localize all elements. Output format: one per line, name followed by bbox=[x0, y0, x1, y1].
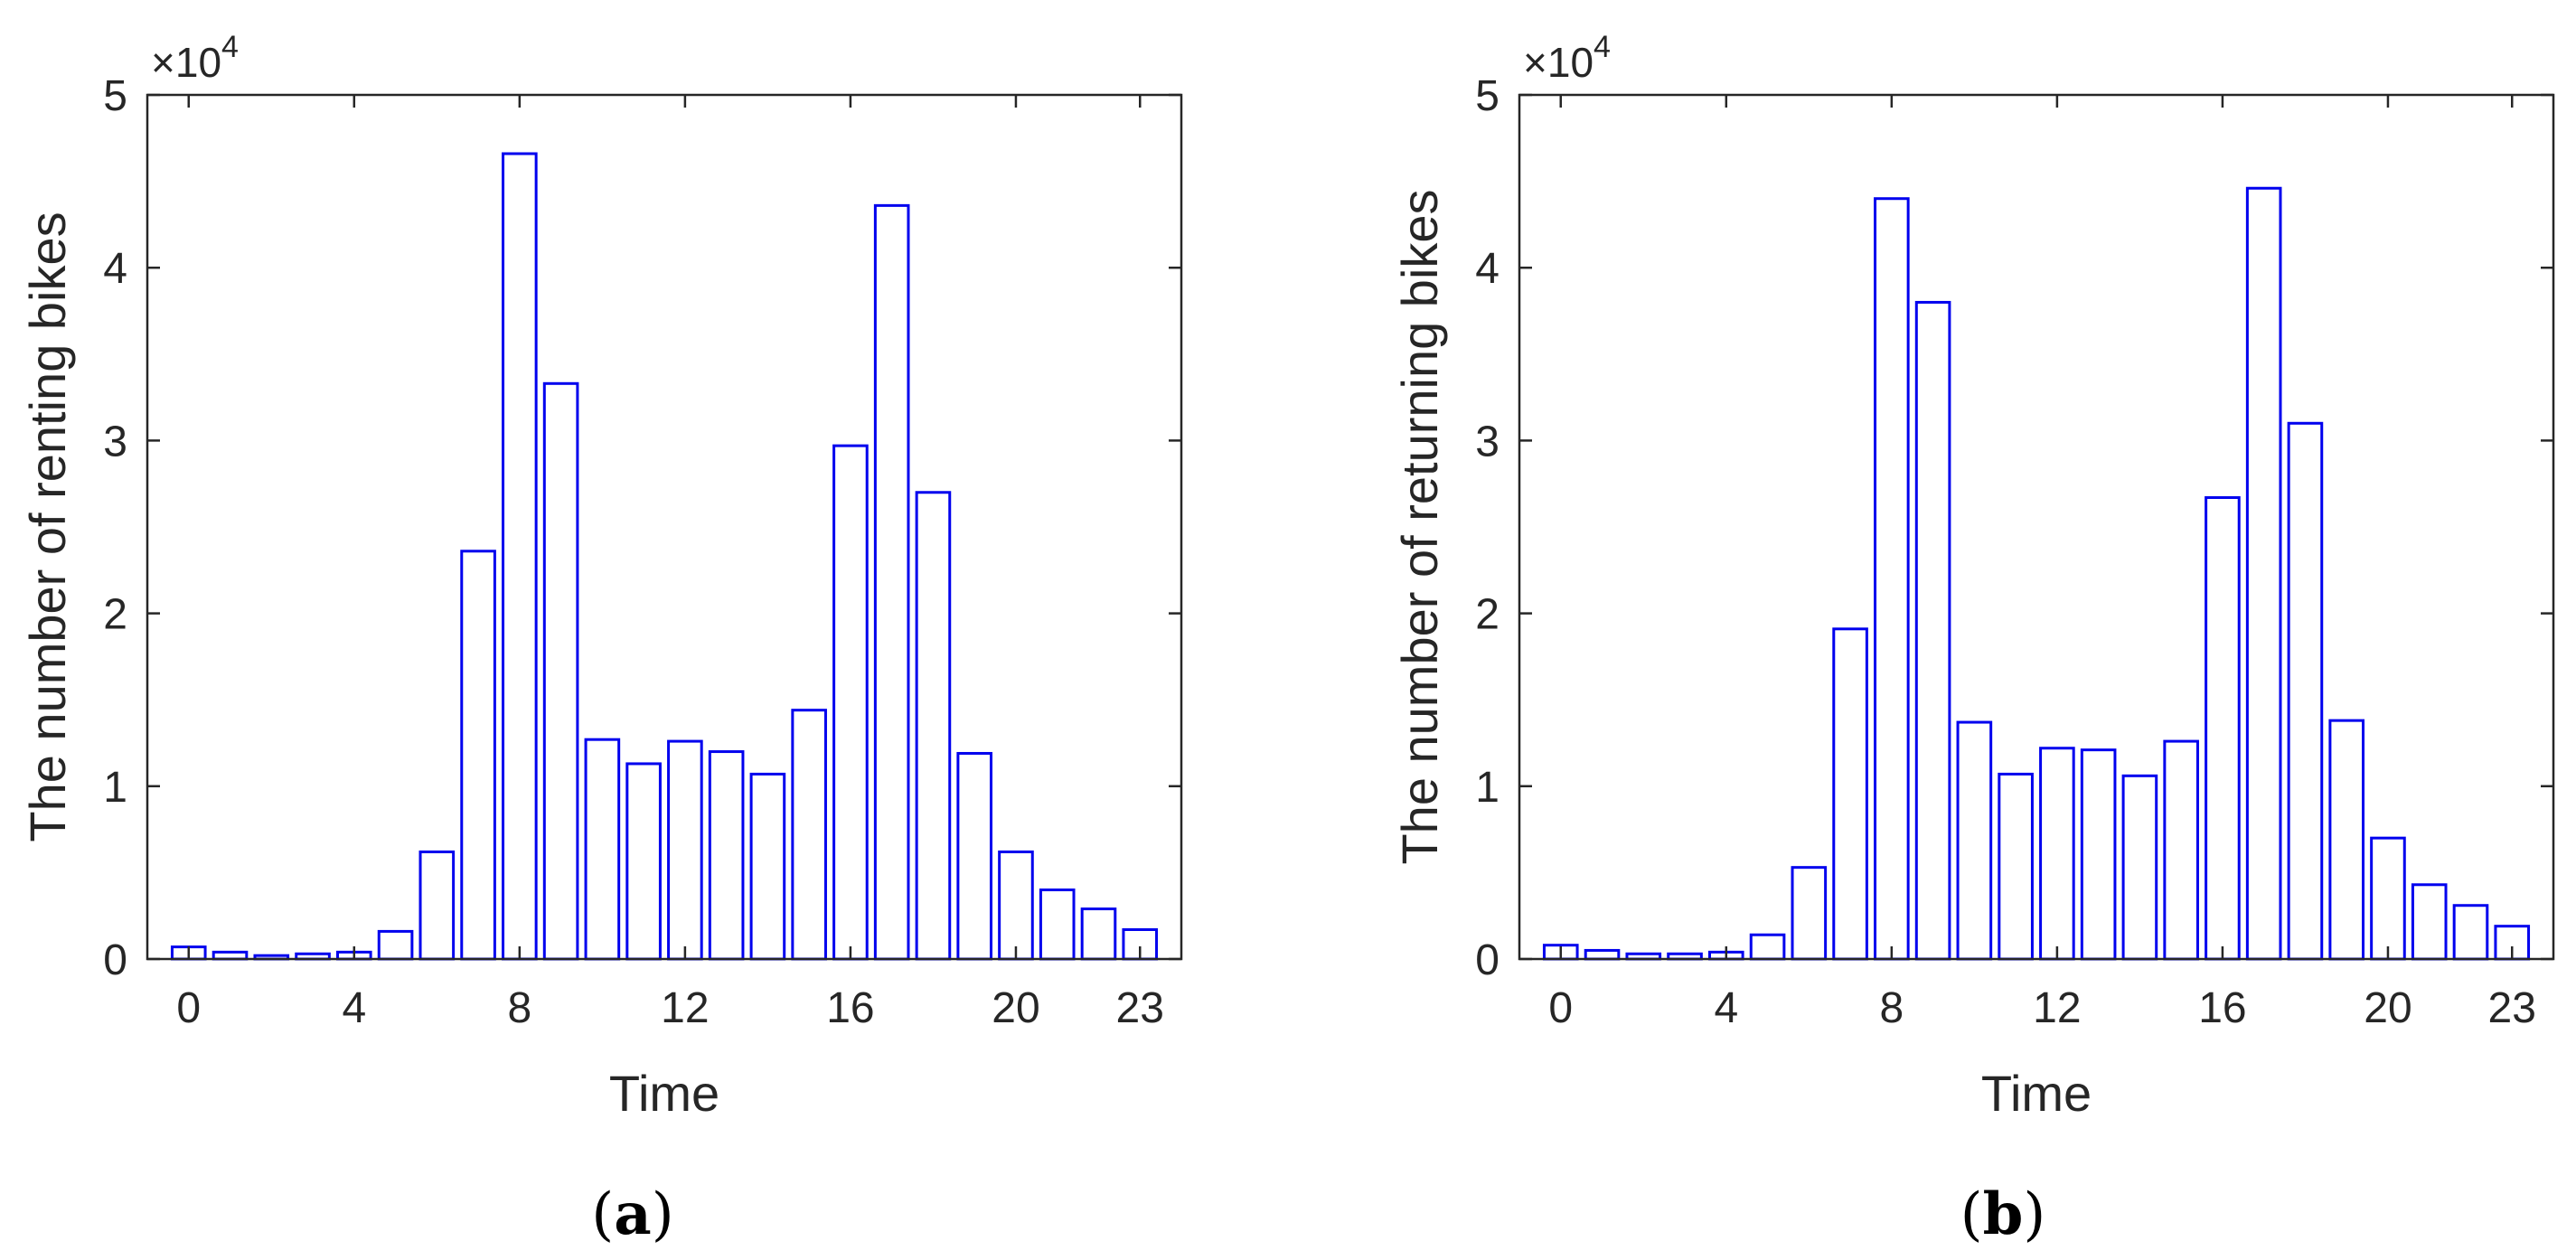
x-tick-label: 23 bbox=[2488, 984, 2536, 1032]
bar-11 bbox=[625, 762, 662, 961]
x-axis-title: Time bbox=[609, 1065, 719, 1122]
x-tick-label: 8 bbox=[507, 984, 531, 1032]
bar-16 bbox=[2205, 495, 2241, 961]
x-tick-label: 4 bbox=[1714, 984, 1738, 1032]
x-tick-label: 0 bbox=[176, 984, 201, 1032]
x-tick-label: 16 bbox=[826, 984, 874, 1032]
bar-7 bbox=[460, 550, 496, 961]
bar-21 bbox=[2411, 883, 2448, 961]
y-tick-label: 0 bbox=[1475, 936, 1500, 984]
caption-open-paren: ( bbox=[1960, 1181, 1983, 1248]
bar-9 bbox=[542, 381, 579, 961]
bar-9 bbox=[1914, 300, 1951, 961]
bar-13 bbox=[2080, 748, 2117, 961]
bar-6 bbox=[1791, 866, 1828, 961]
bar-13 bbox=[708, 750, 745, 961]
bar-1 bbox=[1584, 948, 1621, 961]
bar-12 bbox=[2039, 747, 2075, 961]
x-tick-label: 12 bbox=[2033, 984, 2081, 1032]
bar-17 bbox=[2245, 186, 2282, 961]
x-tick-label: 20 bbox=[2364, 984, 2411, 1032]
caption-close-paren: ) bbox=[652, 1181, 674, 1248]
bar-22 bbox=[1080, 907, 1117, 961]
x-tick-label: 8 bbox=[1879, 984, 1904, 1032]
y-tick-label: 3 bbox=[103, 418, 127, 465]
panel-caption: (b) bbox=[1960, 1180, 2046, 1248]
bar-22 bbox=[2452, 904, 2489, 961]
x-tick-label: 20 bbox=[992, 984, 1039, 1032]
y-tick-label: 1 bbox=[1475, 764, 1500, 812]
axes-box bbox=[1518, 93, 2555, 961]
y-tick-label: 4 bbox=[103, 245, 127, 293]
y-tick-label: 2 bbox=[1475, 591, 1500, 639]
y-exponent-label: ×104 bbox=[151, 30, 239, 86]
bar-6 bbox=[418, 850, 456, 961]
x-tick-label: 0 bbox=[1548, 984, 1573, 1032]
panel-caption: (a) bbox=[591, 1180, 673, 1248]
y-axis-title: The number of renting bikes bbox=[19, 212, 76, 842]
plot-area bbox=[147, 95, 1181, 959]
y-tick-label: 5 bbox=[103, 72, 127, 120]
y-tick-label: 0 bbox=[103, 936, 127, 984]
bar-15 bbox=[2163, 739, 2199, 961]
bar-16 bbox=[832, 444, 869, 961]
bar-8 bbox=[502, 152, 538, 961]
y-tick-label: 3 bbox=[1475, 418, 1500, 465]
caption-letter: a bbox=[614, 1180, 651, 1248]
bar-14 bbox=[2121, 774, 2158, 961]
bar-14 bbox=[749, 772, 786, 961]
bar-17 bbox=[873, 203, 910, 961]
caption-open-paren: ( bbox=[591, 1181, 614, 1248]
x-tick-label: 4 bbox=[342, 984, 366, 1032]
bar-19 bbox=[2328, 719, 2365, 961]
y-tick-label: 4 bbox=[1475, 245, 1500, 293]
x-tick-label: 16 bbox=[2198, 984, 2246, 1032]
y-exponent-power: 4 bbox=[1594, 30, 1611, 64]
axes-box bbox=[146, 93, 1183, 961]
x-tick-label: 23 bbox=[1116, 984, 1164, 1032]
y-exponent-power: 4 bbox=[221, 30, 239, 64]
bar-8 bbox=[1874, 197, 1910, 961]
bar-19 bbox=[956, 751, 993, 961]
y-tick-label: 1 bbox=[103, 764, 127, 812]
bar-10 bbox=[584, 738, 621, 961]
bar-7 bbox=[1832, 627, 1868, 961]
bar-5 bbox=[1749, 933, 1786, 961]
y-exponent-base: ×10 bbox=[1523, 39, 1594, 86]
bar-21 bbox=[1039, 889, 1076, 961]
caption-close-paren: ) bbox=[2023, 1181, 2045, 1248]
bar-10 bbox=[1956, 720, 1993, 961]
y-exponent-base: ×10 bbox=[151, 39, 221, 86]
plot-area bbox=[1519, 95, 2553, 959]
bar-18 bbox=[2287, 421, 2324, 961]
y-axis-title: The number of returning bikes bbox=[1391, 189, 1448, 864]
bar-18 bbox=[915, 491, 952, 961]
x-tick-label: 12 bbox=[661, 984, 709, 1032]
y-exponent-label: ×104 bbox=[1523, 30, 1611, 86]
bar-5 bbox=[377, 929, 414, 961]
bar-20 bbox=[998, 850, 1034, 961]
x-axis-title: Time bbox=[1981, 1065, 2092, 1122]
y-tick-label: 2 bbox=[103, 591, 127, 639]
bar-15 bbox=[791, 709, 827, 961]
bar-20 bbox=[2370, 836, 2406, 961]
y-tick-label: 5 bbox=[1475, 72, 1500, 120]
caption-letter: b bbox=[1983, 1180, 2024, 1248]
bar-11 bbox=[1998, 772, 2034, 961]
bar-12 bbox=[667, 739, 703, 961]
